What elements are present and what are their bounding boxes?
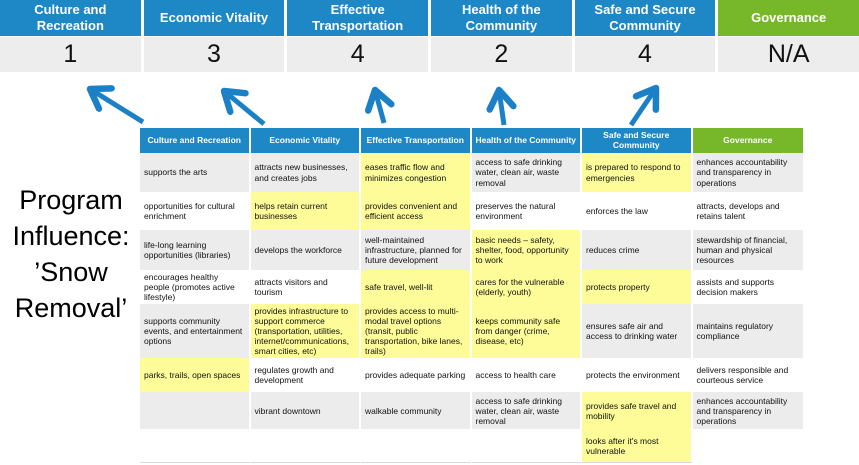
priority-score: 4 bbox=[287, 37, 428, 72]
matrix-row: opportunities for cultural enrichment hel… bbox=[140, 192, 803, 230]
program-influence-label-line: Program bbox=[19, 185, 123, 215]
matrix-cell: cares for the vulnerable (elderly, youth… bbox=[471, 270, 582, 305]
matrix-cell: provides infrastructure to support comme… bbox=[250, 304, 361, 359]
matrix-row: supports the arts attracts new businesses… bbox=[140, 153, 803, 192]
matrix-cell: life-long learning opportunities (librar… bbox=[140, 230, 251, 270]
matrix-cell: access to safe drinking water, clean air… bbox=[471, 153, 582, 192]
matrix-cell: stewardship of financial, human and phys… bbox=[692, 230, 803, 270]
matrix-cell: parks, trails, open spaces bbox=[140, 358, 251, 393]
program-influence-label-line: Influence: bbox=[12, 221, 130, 251]
matrix-column-header: Health of the Community bbox=[471, 128, 582, 153]
matrix-row: looks after it's most vulnerable bbox=[140, 429, 803, 464]
matrix-cell bbox=[140, 429, 251, 464]
program-influence-label: Program Influence: ’Snow Removal’ bbox=[0, 182, 142, 326]
matrix-cell: reduces crime bbox=[582, 230, 693, 270]
matrix-cell: basic needs – safety, shelter, food, opp… bbox=[471, 230, 582, 270]
matrix-cell bbox=[361, 429, 472, 464]
matrix-row: supports community events, and entertain… bbox=[140, 304, 803, 359]
matrix-cell: attracts visitors and tourism bbox=[250, 270, 361, 305]
matrix-cell: safe travel, well-lit bbox=[361, 270, 472, 305]
matrix-cell: delivers responsible and courteous servi… bbox=[692, 358, 803, 393]
up-arrow-icon bbox=[90, 89, 145, 125]
priority-score: 3 bbox=[143, 37, 285, 72]
up-arrow-icon bbox=[628, 88, 656, 127]
priority-score: 1 bbox=[0, 37, 141, 72]
matrix-cell: protects the environment bbox=[582, 358, 693, 393]
matrix-row: vibrant downtown walkable community access… bbox=[140, 392, 803, 430]
matrix-cell: ensures safe air and access to drinking … bbox=[582, 304, 693, 359]
matrix-cell: enhances accountability and transparency… bbox=[692, 153, 803, 192]
matrix-cell: enforces the law bbox=[582, 192, 693, 230]
influence-matrix: Culture and Recreation Economic Vitality E… bbox=[140, 128, 803, 464]
priority-score: N/A bbox=[718, 37, 859, 72]
matrix-row: parks, trails, open spaces regulates grow… bbox=[140, 358, 803, 393]
priority-header: Effective Transportation bbox=[287, 0, 428, 36]
priority-column: Governance N/A bbox=[718, 0, 859, 72]
matrix-column-header: Effective Transportation bbox=[361, 128, 472, 153]
matrix-cell bbox=[692, 429, 803, 464]
matrix-cell: vibrant downtown bbox=[250, 392, 361, 430]
matrix-cell bbox=[140, 392, 251, 430]
priority-score: 4 bbox=[574, 37, 716, 72]
up-arrow-icon bbox=[499, 90, 504, 126]
matrix-cell: preserves the natural environment bbox=[471, 192, 582, 230]
priority-column: Effective Transportation 4 bbox=[287, 0, 428, 72]
matrix-cell: helps retain current businesses bbox=[250, 192, 361, 230]
matrix-column-header: Safe and Secure Community bbox=[582, 128, 693, 153]
priority-column: Safe and Secure Community 4 bbox=[574, 0, 716, 72]
matrix-cell: maintains regulatory compliance bbox=[692, 304, 803, 359]
matrix-cell: provides access to multi-modal travel op… bbox=[361, 304, 472, 359]
matrix-cell bbox=[471, 429, 582, 464]
matrix-cell: provides convenient and efficient access bbox=[361, 192, 472, 230]
matrix-cell: attracts new businesses, and creates job… bbox=[250, 153, 361, 192]
matrix-cell: looks after it's most vulnerable bbox=[582, 429, 693, 464]
priority-header: Health of the Community bbox=[431, 0, 572, 36]
matrix-cell: access to health care bbox=[471, 358, 582, 393]
matrix-cell: opportunities for cultural enrichment bbox=[140, 192, 251, 230]
up-arrow-icon bbox=[224, 91, 266, 126]
priority-header: Culture and Recreation bbox=[0, 0, 141, 36]
matrix-cell: supports the arts bbox=[140, 153, 251, 192]
matrix-cell: keeps community safe from danger (crime,… bbox=[471, 304, 582, 359]
matrix-column-header: Economic Vitality bbox=[250, 128, 361, 153]
matrix-cell: is prepared to respond to emergencies bbox=[582, 153, 693, 192]
matrix-cell: attracts, develops and retains talent bbox=[692, 192, 803, 230]
priority-column: Economic Vitality 3 bbox=[143, 0, 285, 72]
matrix-cell: walkable community bbox=[361, 392, 472, 430]
matrix-cell: enhances accountability and transparency… bbox=[692, 392, 803, 430]
program-influence-label-line: ’Snow bbox=[34, 257, 108, 287]
matrix-cell bbox=[250, 429, 361, 464]
program-influence-label-line: Removal’ bbox=[14, 293, 128, 323]
matrix-cell: supports community events, and entertain… bbox=[140, 304, 251, 359]
matrix-cell: well-maintained infrastructure, planned … bbox=[361, 230, 472, 270]
matrix-column-header: Culture and Recreation bbox=[140, 128, 251, 153]
priority-column: Culture and Recreation 1 bbox=[0, 0, 141, 72]
priority-header: Governance bbox=[718, 0, 859, 36]
priority-scoreboard: Culture and Recreation 1 Economic Vitality… bbox=[0, 0, 859, 72]
matrix-cell: regulates growth and development bbox=[250, 358, 361, 393]
matrix-cell: provides safe travel and mobility bbox=[582, 392, 693, 430]
matrix-cell: develops the workforce bbox=[250, 230, 361, 270]
matrix-cell: provides adequate parking bbox=[361, 358, 472, 393]
up-arrow-icon bbox=[375, 90, 384, 124]
matrix-cell: eases traffic flow and minimizes congest… bbox=[361, 153, 472, 192]
matrix-column-header: Governance bbox=[692, 128, 803, 153]
matrix-cell: assists and supports decision makers bbox=[692, 270, 803, 305]
priority-header: Safe and Secure Community bbox=[574, 0, 716, 36]
matrix-cell: protects property bbox=[582, 270, 693, 305]
matrix-row: life-long learning opportunities (librar… bbox=[140, 230, 803, 270]
priority-column: Health of the Community 2 bbox=[431, 0, 572, 72]
matrix-cell: access to safe drinking water, clean air… bbox=[471, 392, 582, 430]
matrix-row: encourages healthy people (promotes acti… bbox=[140, 270, 803, 305]
priority-score: 2 bbox=[431, 37, 572, 72]
matrix-cell: encourages healthy people (promotes acti… bbox=[140, 270, 251, 305]
priority-header: Economic Vitality bbox=[143, 0, 285, 36]
